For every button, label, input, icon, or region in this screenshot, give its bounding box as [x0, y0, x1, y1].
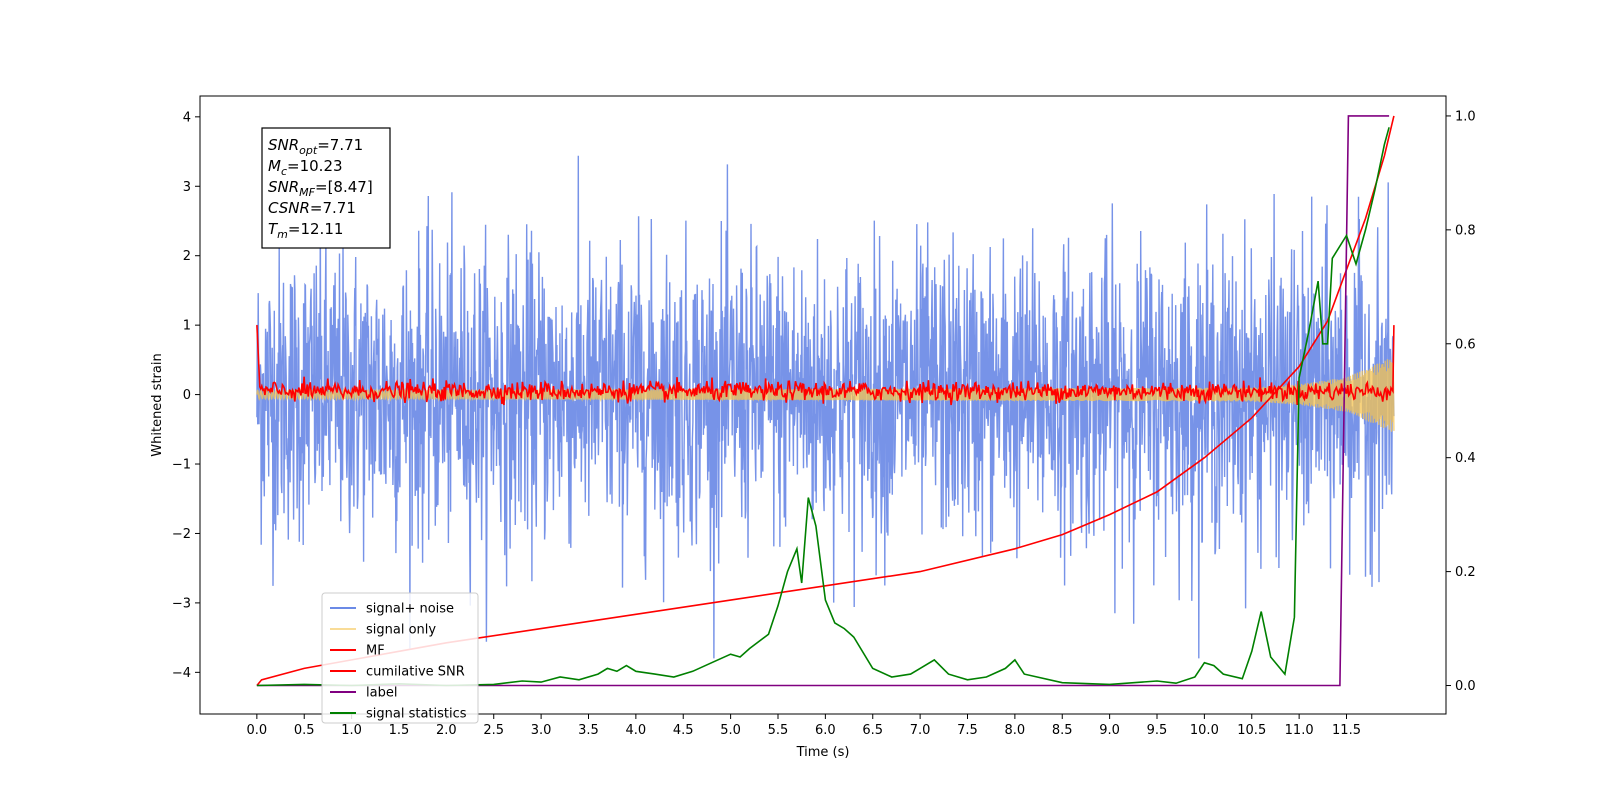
x-tick-label: 11.5: [1332, 723, 1361, 738]
mf-series: [256, 325, 1395, 406]
x-tick-label: 4.0: [626, 723, 647, 738]
y-right-tick-label: 0.8: [1455, 223, 1476, 238]
info-line: SNRopt=7.71: [268, 136, 363, 157]
y-tick-label: −2: [172, 527, 191, 542]
legend-label: cumilative SNR: [366, 665, 465, 680]
info-line: SNRMF=[8.47]: [268, 178, 373, 199]
info-box: SNRopt=7.71Mc=10.23SNRMF=[8.47]CSNR=7.71…: [261, 127, 391, 249]
y-axis-left: −4 −3 −2 −1 0 1 2 3 4: [172, 110, 200, 681]
x-axis-label: Time (s): [796, 745, 850, 760]
y-tick-label: 3: [183, 180, 191, 195]
x-axis: 0.0 0.5 1.0 1.5 2.0 2.5 3.0 3.5 4.0 4.5 5.0 5.5 6.0 6…: [247, 714, 1361, 738]
x-tick-label: 3.0: [531, 723, 552, 738]
x-tick-label: 5.0: [720, 723, 741, 738]
signal-statistics-series: [256, 127, 1390, 687]
legend-label: MF: [366, 644, 385, 659]
x-tick-label: 3.5: [578, 723, 599, 738]
legend-label: label: [366, 686, 397, 701]
x-tick-label: 2.0: [436, 723, 457, 738]
label-series: [256, 115, 1390, 687]
y-tick-label: −3: [172, 596, 191, 611]
x-tick-label: 1.5: [389, 723, 410, 738]
legend-label: signal statistics: [366, 707, 467, 722]
x-tick-label: 5.5: [768, 723, 789, 738]
y-right-tick-label: 1.0: [1455, 109, 1476, 124]
x-tick-label: 4.5: [673, 723, 694, 738]
y-tick-label: 4: [183, 110, 191, 125]
y-tick-label: 1: [183, 319, 191, 334]
y-tick-label: −4: [172, 666, 191, 681]
info-line: Tm=12.11: [268, 220, 343, 241]
x-tick-label: 9.0: [1099, 723, 1120, 738]
y-right-tick-label: 0.6: [1455, 337, 1476, 352]
y-tick-label: 2: [183, 249, 191, 264]
x-tick-label: 8.5: [1052, 723, 1073, 738]
x-tick-label: 11.0: [1285, 723, 1314, 738]
axes-frame: [199, 95, 1447, 715]
x-tick-label: 8.0: [1005, 723, 1026, 738]
y-axis-right: 0.0 0.2 0.4 0.6 0.8 1.0: [1446, 109, 1476, 694]
x-tick-label: 7.5: [957, 723, 978, 738]
info-line: CSNR=7.71: [268, 199, 356, 217]
x-tick-label: 6.0: [815, 723, 836, 738]
x-tick-label: 10.5: [1237, 723, 1266, 738]
x-tick-label: 7.0: [910, 723, 931, 738]
y-axis-label: Whitened strain: [150, 353, 165, 456]
x-tick-label: 0.0: [247, 723, 268, 738]
x-tick-label: 10.0: [1190, 723, 1219, 738]
x-tick-label: 9.5: [1147, 723, 1168, 738]
y-tick-label: −1: [172, 458, 191, 473]
legend: signal+ noise signal only MF cumilative SNR…: [321, 592, 479, 724]
info-box-frame: [261, 127, 391, 249]
x-tick-label: 1.0: [341, 723, 362, 738]
y-right-tick-label: 0.0: [1455, 679, 1476, 694]
signal-noise-series: [256, 155, 1395, 659]
y-tick-label: 0: [183, 388, 191, 403]
legend-label: signal+ noise: [366, 602, 454, 617]
x-tick-label: 6.5: [862, 723, 883, 738]
y-right-tick-label: 0.2: [1455, 565, 1476, 580]
x-tick-label: 0.5: [294, 723, 315, 738]
legend-label: signal only: [366, 623, 436, 638]
y-right-tick-label: 0.4: [1455, 451, 1476, 466]
legend-frame: [321, 592, 479, 724]
info-line: Mc=10.23: [268, 157, 343, 178]
x-tick-label: 2.5: [483, 723, 504, 738]
